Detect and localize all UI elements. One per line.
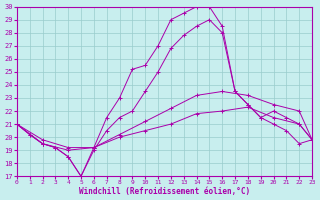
- X-axis label: Windchill (Refroidissement éolien,°C): Windchill (Refroidissement éolien,°C): [79, 187, 250, 196]
